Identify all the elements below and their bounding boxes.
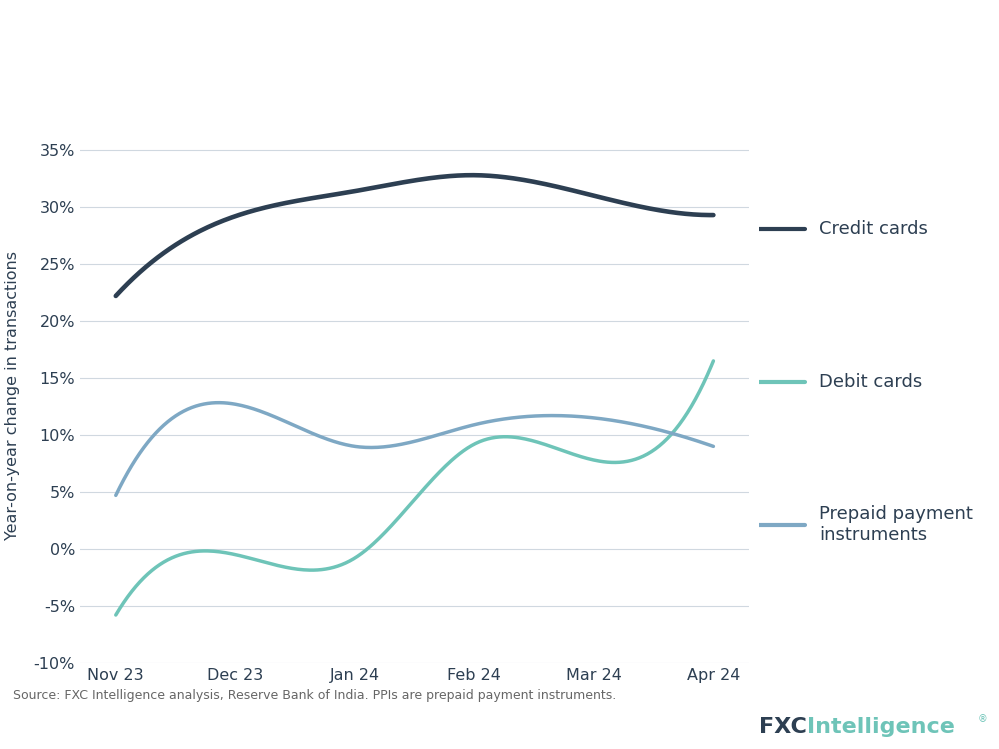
Text: Credit cards growing fastest for cross-border payments from India: Credit cards growing fastest for cross-b… <box>13 29 999 55</box>
Text: Intelligence: Intelligence <box>807 717 955 737</box>
Text: FXC: FXC <box>759 717 807 737</box>
Text: YoY change in cross-border transactions by instrument, Nov 22-Apr 24: YoY change in cross-border transactions … <box>13 82 626 100</box>
Y-axis label: Year-on-year change in transactions: Year-on-year change in transactions <box>5 251 20 539</box>
Text: Source: FXC Intelligence analysis, Reserve Bank of India. PPIs are prepaid payme: Source: FXC Intelligence analysis, Reser… <box>13 689 616 702</box>
Text: ®: ® <box>978 714 988 724</box>
Text: Debit cards: Debit cards <box>819 373 922 391</box>
Text: Credit cards: Credit cards <box>819 220 928 238</box>
Text: Prepaid payment
instruments: Prepaid payment instruments <box>819 505 973 544</box>
